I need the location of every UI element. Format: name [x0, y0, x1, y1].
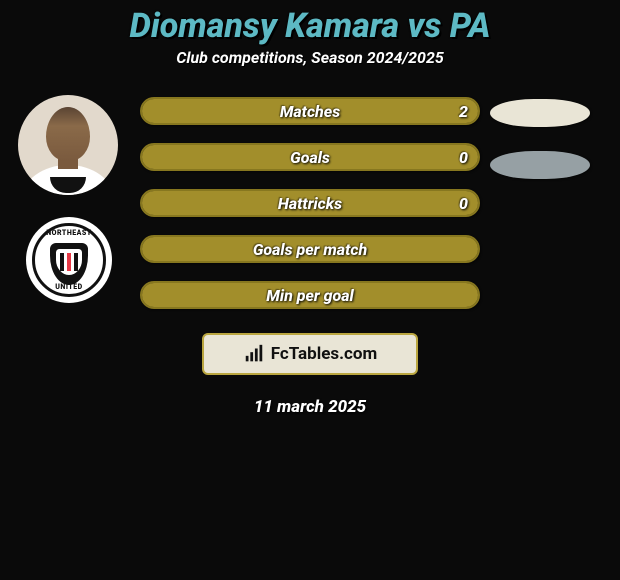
- title-vs: vs: [399, 6, 450, 46]
- stat-bar: Hattricks0: [140, 189, 480, 217]
- page-title: Diomansy Kamara vs PA: [0, 0, 620, 48]
- date-text: 11 march 2025: [0, 397, 620, 417]
- stat-bar-value: 2: [459, 102, 468, 121]
- bar-chart-icon: [243, 343, 265, 365]
- stat-bar: Goals per match: [140, 235, 480, 263]
- opponent-ellipse: [490, 99, 590, 127]
- brand-badge[interactable]: FcTables.com: [202, 333, 418, 375]
- stat-bar-label: Min per goal: [142, 286, 478, 305]
- stat-bar-label: Hattricks: [142, 194, 478, 213]
- stat-bar-label: Goals: [142, 148, 478, 167]
- opponent-ellipse: [490, 151, 590, 179]
- stat-bar: Goals0: [140, 143, 480, 171]
- stat-bar-label: Matches: [142, 102, 478, 121]
- comparison-card: Diomansy Kamara vs PA Club competitions,…: [0, 0, 620, 580]
- club-badge: NORTHEAST UNITED: [26, 217, 112, 303]
- player-avatar: [18, 95, 118, 195]
- title-player-right: PA: [450, 6, 491, 46]
- brand-text: FcTables.com: [271, 344, 377, 364]
- left-column: NORTHEAST UNITED: [10, 95, 120, 303]
- title-player-left: Diomansy Kamara: [129, 6, 399, 46]
- club-name-bottom: UNITED: [26, 283, 112, 291]
- stat-bars: Matches2Goals0Hattricks0Goals per matchM…: [140, 97, 480, 327]
- stat-bar-value: 0: [459, 148, 468, 167]
- stat-bar: Min per goal: [140, 281, 480, 309]
- stat-bar-value: 0: [459, 194, 468, 213]
- main-panel: NORTHEAST UNITED Matches2Goals0Hattricks…: [0, 85, 620, 325]
- stat-bar-label: Goals per match: [142, 240, 478, 259]
- stat-bar: Matches2: [140, 97, 480, 125]
- club-name-top: NORTHEAST: [26, 229, 112, 237]
- page-subtitle: Club competitions, Season 2024/2025: [0, 48, 620, 85]
- right-column: [490, 99, 600, 203]
